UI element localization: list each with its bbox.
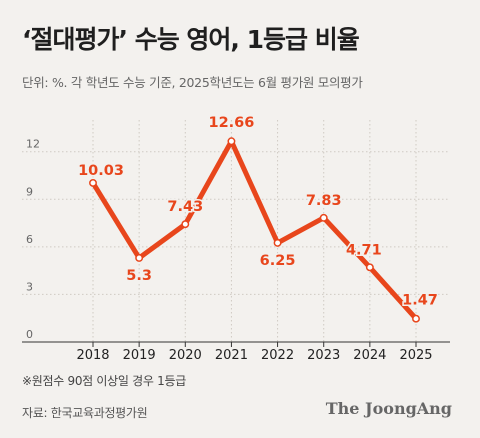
x-tick-label: 2025: [399, 348, 432, 363]
x-tick-label: 2020: [169, 348, 202, 363]
x-tick-label: 2019: [123, 348, 156, 363]
data-point: [227, 137, 236, 146]
data-label: 10.03: [78, 163, 124, 179]
data-point: [273, 238, 282, 247]
data-label: 1.47: [402, 293, 438, 309]
data-label: 7.43: [167, 199, 203, 215]
data-point: [319, 213, 328, 222]
y-tick-label: 3: [26, 280, 33, 293]
y-tick-label: 0: [26, 328, 33, 341]
series-line-path: [90, 138, 419, 322]
data-label: 4.71: [346, 242, 382, 258]
footnote: ※원점수 90점 이상일 경우 1등급: [22, 374, 186, 388]
series-line: [90, 138, 419, 322]
y-tick-label: 9: [26, 185, 33, 198]
chart-subtitle: 단위: %. 각 학년도 수능 기준, 2025학년도는 6월 평가원 모의평가: [22, 75, 363, 90]
y-axis-ticks: 0 3 6 9 12: [26, 138, 40, 341]
data-label: 7.83: [306, 193, 342, 209]
data-point: [365, 263, 374, 272]
y-tick-label: 12: [26, 138, 40, 151]
x-tick-label: 2023: [307, 348, 340, 363]
y-tick-label: 6: [26, 233, 33, 246]
data-label: 6.25: [260, 253, 296, 269]
data-point: [181, 220, 190, 229]
data-label: 12.66: [208, 115, 254, 131]
chart-title: ‘절대평가’ 수능 영어, 1등급 비율: [22, 25, 360, 54]
data-points: [89, 137, 420, 323]
x-tick-label: 2021: [215, 348, 248, 363]
data-point: [412, 314, 420, 323]
data-label: 5.3: [126, 268, 152, 284]
x-tick-label: 2024: [353, 348, 386, 363]
data-point: [135, 254, 144, 262]
brand-logo: The JoongAng: [325, 399, 452, 418]
x-tick-label: 2022: [261, 348, 294, 363]
source-note: 자료: 한국교육과정평가원: [22, 406, 148, 420]
x-tick-label: 2018: [76, 348, 109, 363]
x-axis: 2018 2019 2020 2021 2022 2023 2024 2025: [22, 341, 450, 363]
data-labels: 10.03 5.3 7.43 12.66 6.25 7.83 4.71 1.47: [77, 114, 440, 310]
data-point: [89, 179, 97, 187]
grid-lines: [22, 120, 450, 342]
